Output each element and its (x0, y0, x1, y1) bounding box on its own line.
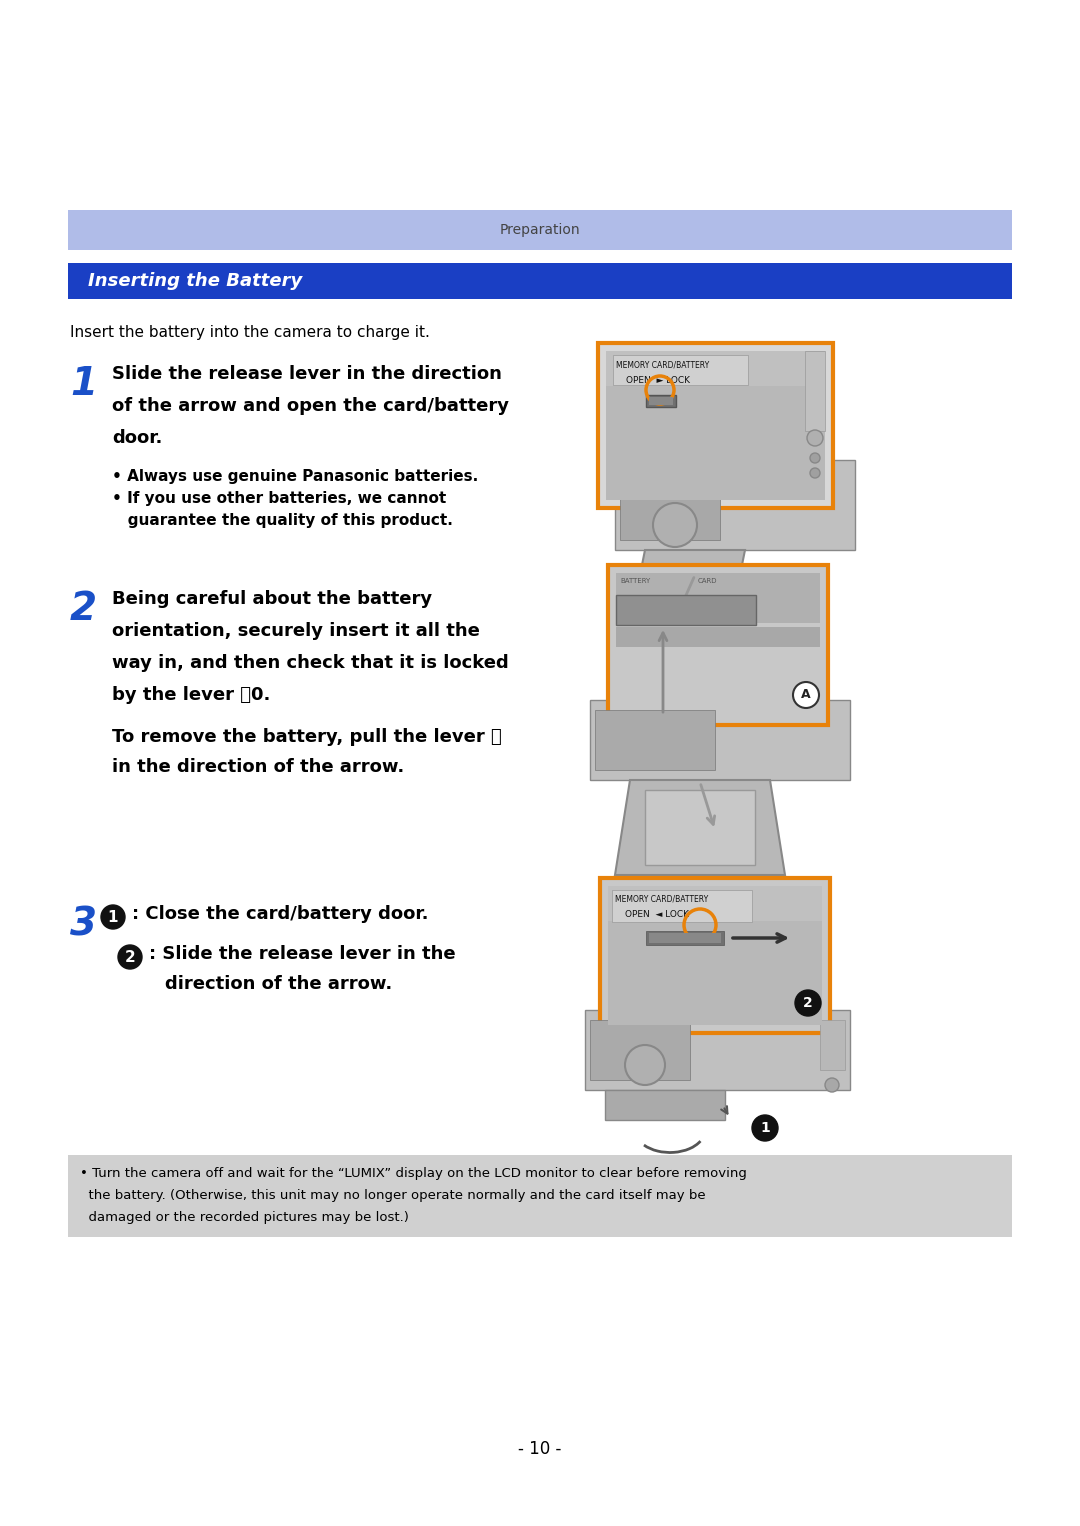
Circle shape (807, 430, 823, 446)
Text: • If you use other batteries, we cannot: • If you use other batteries, we cannot (112, 491, 446, 507)
Circle shape (810, 468, 820, 478)
Bar (598, 343, 833, 508)
Bar (646, 395, 676, 407)
Bar (616, 572, 820, 623)
Bar (658, 459, 661, 508)
Circle shape (625, 1045, 665, 1085)
Bar (616, 595, 756, 626)
Bar (608, 887, 822, 922)
Bar (595, 710, 715, 771)
Bar (585, 1010, 850, 1090)
Text: CARD: CARD (698, 578, 717, 584)
Text: 3: 3 (70, 905, 97, 943)
Text: direction of the arrow.: direction of the arrow. (165, 975, 392, 993)
Text: Being careful about the battery: Being careful about the battery (112, 591, 432, 607)
Bar (608, 565, 828, 725)
Bar (700, 1010, 703, 1033)
Circle shape (653, 504, 697, 546)
Text: BATTERY: BATTERY (620, 578, 650, 584)
Circle shape (793, 682, 819, 708)
Polygon shape (630, 549, 745, 626)
Circle shape (752, 1116, 778, 1141)
Text: 1: 1 (760, 1122, 770, 1135)
Text: Insert the battery into the camera to charge it.: Insert the battery into the camera to ch… (70, 325, 430, 340)
Bar (615, 459, 855, 549)
Bar (646, 931, 724, 945)
Text: 2: 2 (70, 591, 97, 629)
Text: 2: 2 (804, 996, 813, 1010)
Bar (606, 386, 825, 501)
Bar (68, 1155, 1012, 1238)
Text: 2: 2 (124, 949, 135, 964)
Bar (649, 932, 721, 943)
Text: 1: 1 (108, 909, 118, 925)
Circle shape (118, 945, 141, 969)
Circle shape (795, 990, 821, 1016)
Bar (645, 790, 755, 865)
Bar (616, 627, 820, 647)
Bar (820, 1019, 845, 1070)
Text: - 10 -: - 10 - (518, 1441, 562, 1457)
Bar (590, 1019, 690, 1080)
Text: MEMORY CARD/BATTERY: MEMORY CARD/BATTERY (615, 894, 708, 903)
Text: MEMORY CARD/BATTERY: MEMORY CARD/BATTERY (616, 360, 710, 369)
Text: To remove the battery, pull the lever ⑀: To remove the battery, pull the lever ⑀ (112, 728, 502, 746)
Text: Slide the release lever in the direction: Slide the release lever in the direction (112, 365, 502, 383)
Text: OPEN  ◄ LOCK: OPEN ◄ LOCK (625, 909, 689, 919)
Bar (606, 351, 825, 386)
Text: way in, and then check that it is locked: way in, and then check that it is locked (112, 655, 509, 671)
Bar (600, 877, 831, 1033)
Text: Inserting the Battery: Inserting the Battery (87, 272, 302, 290)
Text: : Slide the release lever in the: : Slide the release lever in the (149, 945, 456, 963)
Text: : Close the card/battery door.: : Close the card/battery door. (132, 905, 429, 923)
Bar (68, 262, 1012, 299)
Text: of the arrow and open the card/battery: of the arrow and open the card/battery (112, 397, 509, 415)
Text: A: A (801, 688, 811, 702)
Bar (590, 700, 850, 780)
Circle shape (810, 453, 820, 462)
Bar (605, 1090, 725, 1120)
Text: guarantee the quality of this product.: guarantee the quality of this product. (112, 513, 453, 528)
Text: • Turn the camera off and wait for the “LUMIX” display on the LCD monitor to cle: • Turn the camera off and wait for the “… (80, 1167, 747, 1180)
Text: the battery. (Otherwise, this unit may no longer operate normally and the card i: the battery. (Otherwise, this unit may n… (80, 1189, 705, 1202)
Bar (613, 356, 748, 385)
Circle shape (825, 1077, 839, 1093)
Text: door.: door. (112, 429, 162, 447)
Bar (620, 475, 720, 540)
Polygon shape (615, 780, 785, 874)
Circle shape (102, 905, 125, 929)
Text: orientation, securely insert it all the: orientation, securely insert it all the (112, 623, 480, 639)
Text: Preparation: Preparation (500, 223, 580, 237)
Text: 1: 1 (70, 365, 97, 403)
Bar (608, 922, 822, 1025)
Text: OPEN  ► LOCK: OPEN ► LOCK (626, 375, 690, 385)
Text: • Always use genuine Panasonic batteries.: • Always use genuine Panasonic batteries… (112, 468, 478, 484)
Text: by the lever ⑀0.: by the lever ⑀0. (112, 687, 270, 703)
Text: damaged or the recorded pictures may be lost.): damaged or the recorded pictures may be … (80, 1212, 409, 1224)
Bar (68, 211, 1012, 250)
Bar (649, 397, 673, 404)
Text: in the direction of the arrow.: in the direction of the arrow. (112, 758, 404, 777)
Bar (612, 890, 752, 922)
Bar (663, 700, 666, 725)
Bar (805, 351, 825, 430)
